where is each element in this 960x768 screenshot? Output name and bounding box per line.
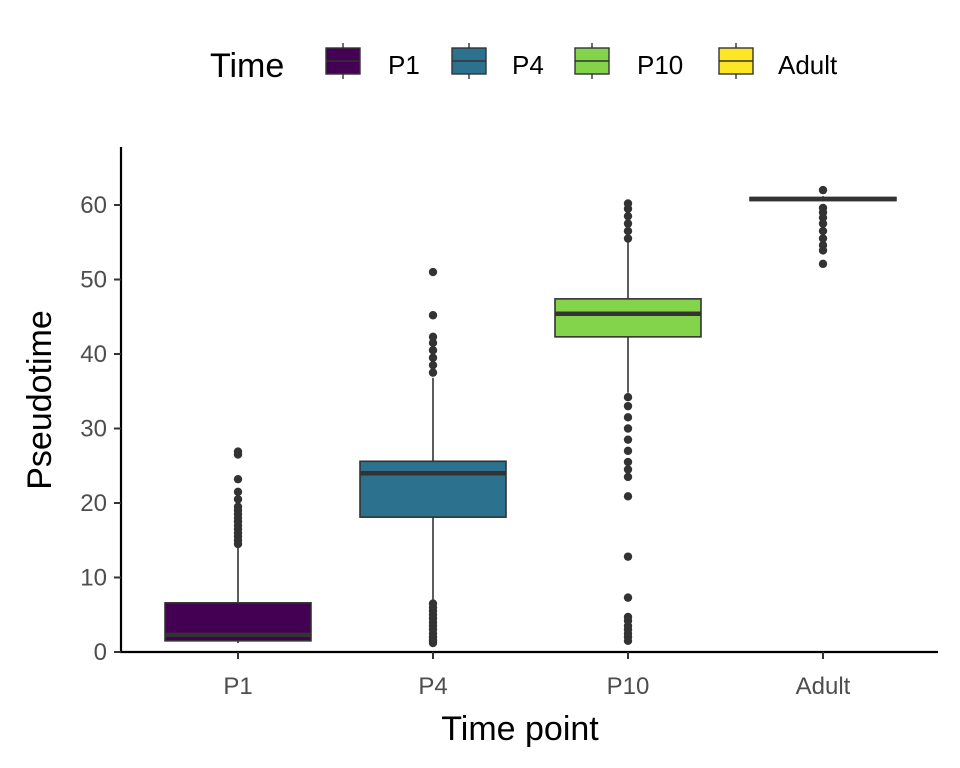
box-iqr xyxy=(359,460,507,518)
outlier-point xyxy=(623,593,633,602)
outlier-point xyxy=(623,211,633,221)
outlier-point xyxy=(623,401,633,411)
x-ticks: P1 P4 P10 Adult xyxy=(223,652,851,700)
outlier-point xyxy=(623,492,633,501)
box-p10 xyxy=(554,199,702,646)
axes xyxy=(119,147,938,654)
legend-key-p10 xyxy=(574,43,610,79)
outlier-point xyxy=(623,219,633,228)
legend-label: P4 xyxy=(512,50,544,80)
outlier-point xyxy=(233,487,243,497)
outlier-point xyxy=(428,267,438,277)
outlier-point xyxy=(818,219,828,228)
outlier-point xyxy=(623,435,633,444)
outlier-point xyxy=(428,338,438,348)
outlier-point xyxy=(623,612,633,622)
x-tick-label: P4 xyxy=(418,673,447,700)
y-tick-label: 0 xyxy=(94,639,107,666)
outlier-point xyxy=(233,495,243,504)
plot-area xyxy=(164,185,897,648)
legend-label: P1 xyxy=(388,50,420,80)
outlier-point xyxy=(623,413,633,422)
legend-label: Adult xyxy=(778,50,838,80)
y-tick-label: 30 xyxy=(80,416,107,443)
outlier-point xyxy=(818,203,828,213)
y-tick-label: 50 xyxy=(80,267,107,294)
outlier-point xyxy=(428,311,438,320)
x-axis-title: Time point xyxy=(441,710,599,748)
outlier-point xyxy=(818,234,828,243)
outlier-point xyxy=(623,457,633,467)
outlier-point xyxy=(428,368,438,377)
outlier-point xyxy=(623,234,633,243)
y-tick-label: 40 xyxy=(80,341,107,368)
x-tick-label: P10 xyxy=(607,673,650,700)
outlier-point xyxy=(428,599,438,608)
outlier-point xyxy=(623,552,633,561)
outlier-point xyxy=(623,226,633,236)
legend-key-p4 xyxy=(451,43,487,79)
outlier-point xyxy=(818,259,828,269)
y-tick-label: 10 xyxy=(80,565,107,592)
outlier-point xyxy=(428,353,438,362)
outlier-point xyxy=(428,332,438,342)
legend-label: P10 xyxy=(637,50,683,80)
outlier-point xyxy=(623,465,633,474)
legend-key-adult xyxy=(718,43,754,79)
outlier-point xyxy=(623,472,633,482)
outlier-point xyxy=(233,502,243,511)
outlier-point xyxy=(623,393,633,402)
box-p1 xyxy=(164,447,312,644)
outlier-point xyxy=(818,226,828,236)
legend-title: Time xyxy=(210,47,284,85)
box-adult xyxy=(749,185,897,269)
y-tick-label: 20 xyxy=(80,490,107,517)
outlier-point xyxy=(428,346,438,355)
outlier-point xyxy=(818,241,828,250)
box-iqr xyxy=(554,298,702,338)
y-ticks: 0 10 20 30 40 50 60 xyxy=(80,192,121,666)
outlier-point xyxy=(623,446,633,456)
y-axis-title: Pseudotime xyxy=(21,310,59,490)
outlier-point xyxy=(233,474,243,484)
legend: Time P1 P4 P10 Adult xyxy=(210,43,838,85)
legend-key-p1 xyxy=(325,43,361,79)
outlier-point xyxy=(233,447,243,456)
box-p4 xyxy=(359,267,507,648)
x-tick-label: Adult xyxy=(796,673,851,700)
outlier-point xyxy=(428,360,438,370)
y-tick-label: 60 xyxy=(80,192,107,219)
outlier-point xyxy=(818,185,828,195)
outlier-point xyxy=(623,199,633,208)
x-tick-label: P1 xyxy=(223,673,252,700)
outlier-point xyxy=(623,424,633,433)
